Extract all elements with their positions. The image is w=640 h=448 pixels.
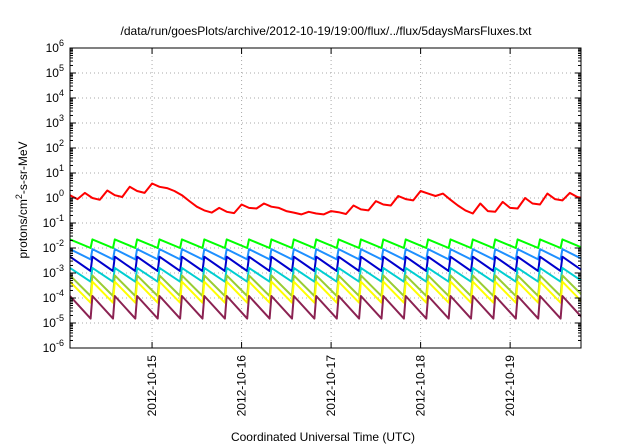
x-tick-label: 2012-10-19: [503, 355, 517, 417]
chart-title: /data/run/goesPlots/archive/2012-10-19/1…: [121, 24, 533, 38]
series-line-5: [70, 266, 581, 283]
series-line-1: [70, 182, 581, 216]
y-tick-label: 106: [46, 38, 64, 55]
x-tick-label: 2012-10-17: [324, 355, 338, 417]
x-axis-label: Coordinated Universal Time (UTC): [231, 430, 415, 444]
series-line-7: [70, 280, 581, 304]
y-axis-ticks: 10-6 10-5 10-4 10-3 10-2 10-1 100 101 102 103 104 1…: [43, 38, 581, 355]
series-group: [70, 182, 581, 320]
x-axis-ticks: 2012-10-15 2012-10-16 2012-10-17 2012-10-18…: [145, 48, 517, 416]
series-line-4: [70, 255, 581, 272]
y-tick-label: 10-1: [43, 213, 64, 230]
y-axis-label: protons/cm2-s-sr-MeV: [14, 141, 30, 258]
y-tick-label: 10-3: [43, 263, 64, 280]
series-line-2: [70, 238, 581, 249]
y-tick-label: 103: [46, 113, 64, 130]
y-tick-label: 102: [46, 138, 64, 155]
x-tick-label: 2012-10-18: [414, 355, 428, 417]
y-tick-label: 101: [46, 163, 64, 180]
y-tick-label: 10-6: [43, 338, 64, 355]
y-tick-label: 10-5: [43, 313, 64, 330]
grid: [70, 48, 581, 348]
y-tick-label: 100: [46, 188, 64, 205]
y-tick-label: 10-2: [43, 238, 64, 255]
y-tick-label: 104: [46, 88, 64, 105]
series-line-3: [70, 248, 581, 261]
x-tick-label: 2012-10-16: [235, 355, 249, 417]
y-tick-label: 105: [46, 63, 64, 80]
series-line-8: [70, 295, 581, 320]
x-tick-label: 2012-10-15: [145, 355, 159, 417]
y-tick-label: 10-4: [43, 288, 64, 305]
